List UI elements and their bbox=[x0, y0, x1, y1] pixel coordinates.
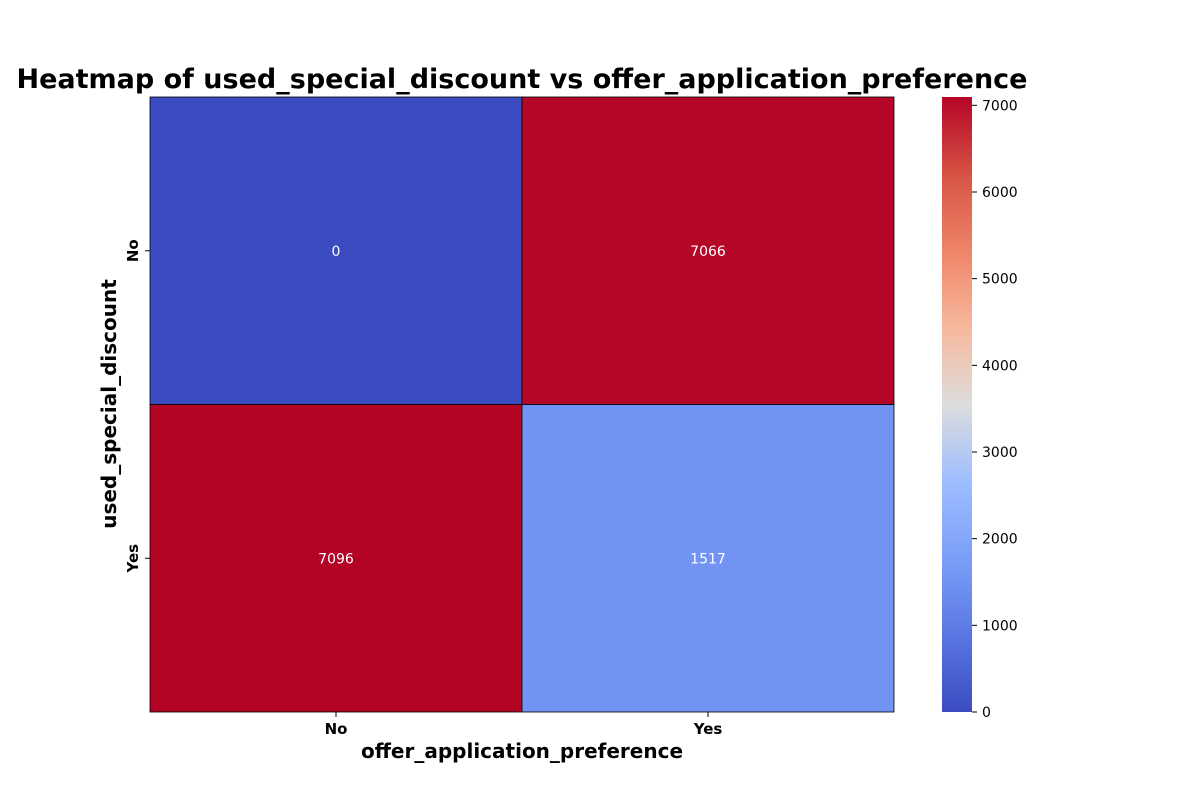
x-tick-label: No bbox=[325, 720, 348, 738]
colorbar-tick-label: 3000 bbox=[982, 445, 1018, 461]
heatmap-cell bbox=[521, 404, 895, 713]
y-axis-label: used_special_discount bbox=[97, 279, 121, 529]
cell-value-label: 1517 bbox=[690, 551, 726, 567]
heatmap-cell bbox=[149, 96, 523, 405]
heatmap-cell-labels: 0 7066 7096 1517 bbox=[318, 244, 726, 568]
colorbar-tick-label: 0 bbox=[982, 705, 991, 721]
colorbar-tick-label: 2000 bbox=[982, 532, 1018, 548]
cell-value-label: 0 bbox=[332, 244, 341, 260]
heatmap-cell bbox=[149, 404, 523, 713]
cell-value-label: 7066 bbox=[690, 244, 726, 260]
heatmap-cell bbox=[521, 96, 895, 405]
colorbar-tick-label: 7000 bbox=[982, 98, 1018, 114]
colorbar-tick-label: 5000 bbox=[982, 272, 1018, 288]
y-axis-ticks: No Yes bbox=[124, 239, 150, 574]
chart-title: Heatmap of used_special_discount vs offe… bbox=[17, 64, 1028, 95]
x-tick-label: Yes bbox=[693, 720, 723, 738]
colorbar-tick-label: 4000 bbox=[982, 358, 1018, 374]
colorbar bbox=[942, 97, 972, 712]
x-axis-ticks: No Yes bbox=[325, 712, 723, 738]
heatmap-cells bbox=[149, 96, 895, 713]
colorbar-ticks: 0 1000 2000 3000 4000 5000 6000 7000 bbox=[972, 98, 1018, 721]
y-tick-label: No bbox=[124, 239, 142, 262]
colorbar-tick-label: 1000 bbox=[982, 618, 1018, 634]
x-axis-label: offer_application_preference bbox=[361, 739, 683, 763]
y-tick-label: Yes bbox=[124, 544, 142, 574]
cell-value-label: 7096 bbox=[318, 551, 354, 567]
colorbar-tick-label: 6000 bbox=[982, 185, 1018, 201]
